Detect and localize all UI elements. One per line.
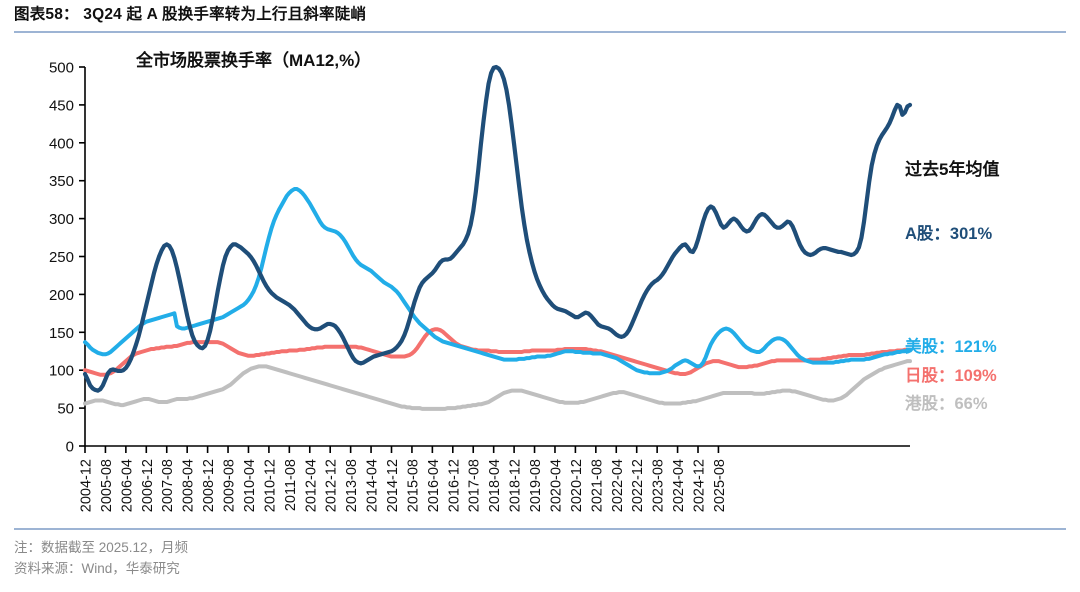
x-axis-tick-label: 2018-12 (508, 459, 524, 512)
x-axis-tick-label: 2012-04 (303, 459, 319, 512)
legend-item-hk-shares: 港股：66% (905, 394, 988, 413)
x-axis-tick-label: 2021-08 (589, 459, 605, 512)
chart-legend: 过去5年均值 A股：301% 美股：121% 日股：109% 港股：66% (905, 155, 1080, 413)
header-divider (14, 31, 1066, 33)
footer-note: 注：数据截至 2025.12，月频 (14, 540, 189, 555)
y-axis-tick-label: 250 (49, 249, 74, 266)
y-axis-tick-label: 300 (49, 211, 74, 228)
chart-container: 全市场股票换手率（MA12,%） 0 50 100 150 200 250 300 350 40… (0, 36, 1080, 522)
x-axis-tick-label: 2006-04 (119, 459, 135, 512)
x-axis-tick-label: 2011-08 (283, 459, 299, 511)
y-axis-tick-label: 500 (49, 60, 74, 77)
x-axis-tick-label: 2020-04 (548, 459, 564, 512)
footer-notes: 注：数据截至 2025.12，月频 资料来源：Wind，华泰研究 (14, 537, 714, 579)
x-axis-tick-label: 2024-04 (671, 459, 687, 512)
x-axis-tick-label: 2016-04 (426, 459, 442, 512)
legend-item-a-shares: A股：301% (905, 225, 993, 243)
page-title: 图表58： 3Q24 起 A 股换手率转为上行且斜率陡峭 (14, 6, 367, 23)
footer-source: 资料来源：Wind，华泰研究 (14, 561, 180, 576)
x-axis-tick-label: 2020-12 (569, 459, 585, 512)
x-axis-tick-label: 2006-12 (140, 459, 156, 512)
y-axis-tick-label: 200 (49, 287, 74, 304)
y-axis-tick-label: 400 (49, 135, 74, 152)
y-axis-tick-label: 150 (49, 325, 74, 342)
x-axis-tick-label: 2009-08 (222, 459, 238, 512)
series-line-港股 (83, 359, 912, 411)
x-axis-tick-label: 2014-12 (385, 459, 401, 512)
y-axis-tick-label: 50 (57, 401, 74, 418)
x-axis-tick-label: 2010-12 (262, 459, 278, 512)
x-axis-tick-label: 2008-12 (201, 459, 217, 512)
series-line-美股 (83, 187, 912, 376)
legend-heading: 过去5年均值 (905, 160, 1000, 179)
x-axis-tick-label: 2012-12 (324, 459, 340, 512)
series-line-日股 (83, 327, 912, 377)
x-axis-tick-label: 2022-12 (630, 459, 646, 512)
legend-item-us-shares: 美股：121% (905, 338, 997, 357)
y-axis-tick-label: 450 (49, 97, 74, 114)
x-axis-tick-label: 2023-08 (651, 459, 667, 512)
x-axis-tick-label: 2013-08 (344, 459, 360, 512)
exhibit-header: 图表58： 3Q24 起 A 股换手率转为上行且斜率陡峭 (14, 4, 1066, 34)
chart-subtitle: 全市场股票换手率（MA12,%） (136, 51, 372, 70)
x-axis-tick-label: 2010-04 (242, 459, 258, 512)
series-line-A股 (82, 64, 913, 393)
x-axis-tick-label: 2016-12 (446, 459, 462, 512)
x-axis-tick-label: 2018-04 (487, 459, 503, 512)
legend-item-jp-shares: 日股：109% (905, 366, 997, 385)
y-axis-tick-label: 350 (49, 173, 74, 190)
x-axis-tick-label: 2014-04 (365, 459, 381, 512)
x-axis-tick-label: 2005-08 (99, 459, 115, 512)
x-axis-tick-label: 2008-04 (181, 459, 197, 512)
footer-divider (14, 528, 1066, 530)
x-axis-tick-label: 2017-08 (467, 459, 483, 512)
x-axis-tick-label: 2015-08 (405, 459, 421, 512)
x-axis-tick-label: 2007-08 (160, 459, 176, 512)
x-axis-tick-label: 2019-08 (528, 459, 544, 512)
x-axis-tick-label: 2004-12 (79, 459, 95, 512)
y-axis-tick-label: 100 (49, 363, 74, 380)
y-axis-tick-label: 0 (66, 439, 74, 456)
x-axis-tick-label: 2025-08 (712, 459, 728, 512)
x-axis-tick-label: 2022-04 (610, 459, 626, 512)
x-axis-tick-label: 2024-12 (692, 459, 708, 512)
